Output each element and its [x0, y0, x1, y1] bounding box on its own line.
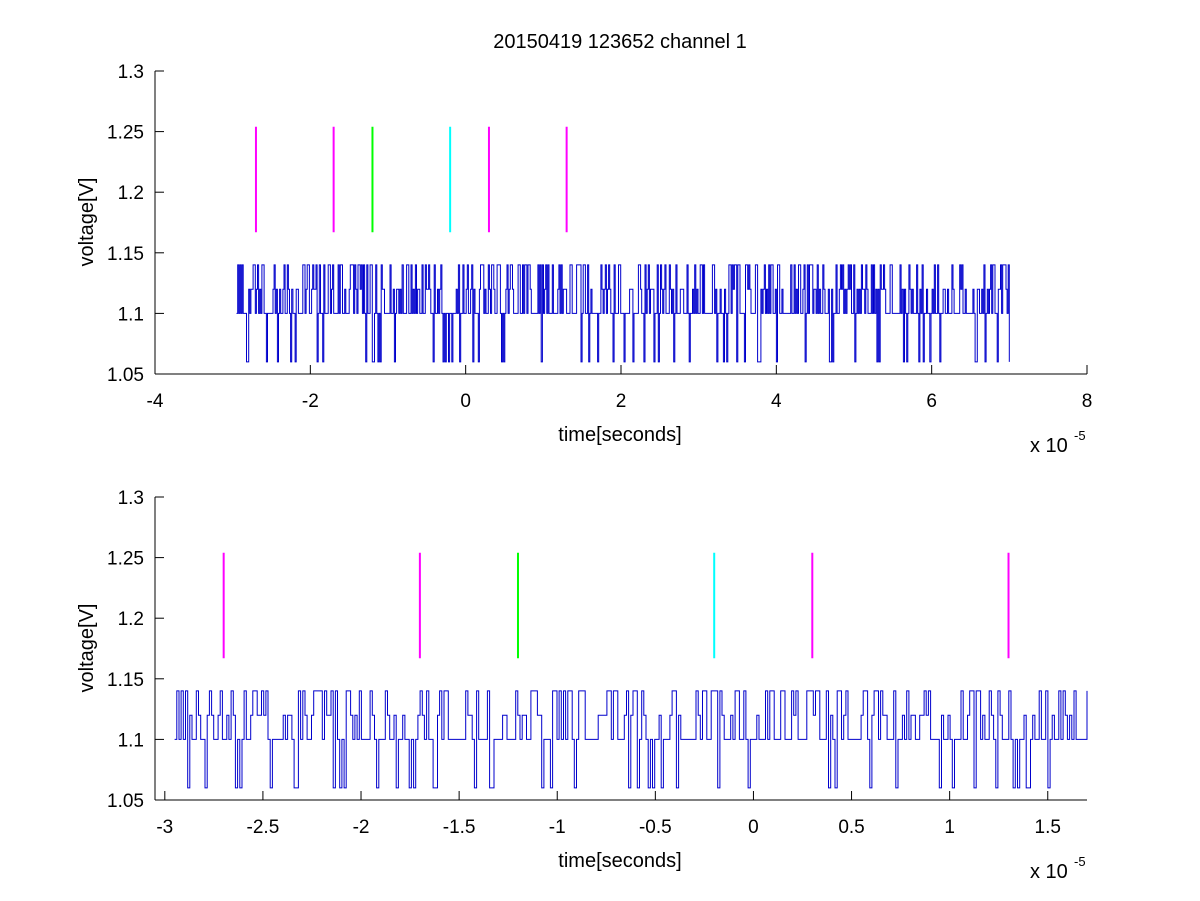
x-axis-label: time[seconds]	[558, 850, 681, 872]
y-tick-label: 1.2	[118, 183, 144, 204]
x-tick-label: -4	[147, 391, 164, 412]
x-tick-label: -2.5	[247, 817, 280, 838]
x-tick-label: -3	[156, 817, 173, 838]
y-tick-label: 1.15	[107, 670, 144, 691]
y-tick-label: 1.15	[107, 244, 144, 265]
x-multiplier-label: x 10	[1030, 861, 1068, 883]
y-tick-label: 1.05	[107, 791, 144, 812]
x-tick-label: 1.5	[1035, 817, 1061, 838]
x-multiplier-exponent: -5	[1074, 428, 1086, 443]
y-tick-label: 1.25	[107, 549, 144, 570]
y-tick-label: 1.1	[118, 730, 144, 751]
x-multiplier-exponent: -5	[1074, 854, 1086, 869]
signal-series-line	[236, 264, 1010, 363]
x-tick-label: 0.5	[838, 817, 864, 838]
x-tick-label: -0.5	[639, 817, 672, 838]
x-tick-label: 6	[926, 391, 937, 412]
y-tick-label: 1.3	[118, 488, 144, 509]
y-axis-label: voltage[V]	[76, 178, 98, 267]
y-axis-label: voltage[V]	[76, 604, 98, 693]
x-tick-label: 0	[748, 817, 759, 838]
x-tick-label: 0	[460, 391, 471, 412]
subplot-top: 20150419 123652 channel 1 time[seconds] …	[76, 31, 1092, 457]
chart-title: 20150419 123652 channel 1	[493, 31, 747, 53]
x-tick-label: -1.5	[443, 817, 476, 838]
signal-series-line	[174, 690, 1088, 789]
y-tick-label: 1.3	[118, 62, 144, 83]
x-tick-label: 8	[1082, 391, 1093, 412]
x-tick-label: -1	[549, 817, 566, 838]
x-multiplier-label: x 10	[1030, 435, 1068, 457]
x-tick-label: 1	[944, 817, 955, 838]
subplot-bottom: time[seconds] voltage[V] x 10 -5 -3 -2.5 -…	[76, 488, 1088, 883]
x-tick-label: 2	[616, 391, 627, 412]
y-tick-label: 1.25	[107, 123, 144, 144]
y-tick-label: 1.1	[118, 304, 144, 325]
y-tick-label: 1.2	[118, 609, 144, 630]
x-tick-label: -2	[353, 817, 370, 838]
x-tick-label: -2	[302, 391, 319, 412]
y-tick-label: 1.05	[107, 365, 144, 386]
x-tick-label: 4	[771, 391, 782, 412]
x-axis-label: time[seconds]	[558, 424, 681, 446]
